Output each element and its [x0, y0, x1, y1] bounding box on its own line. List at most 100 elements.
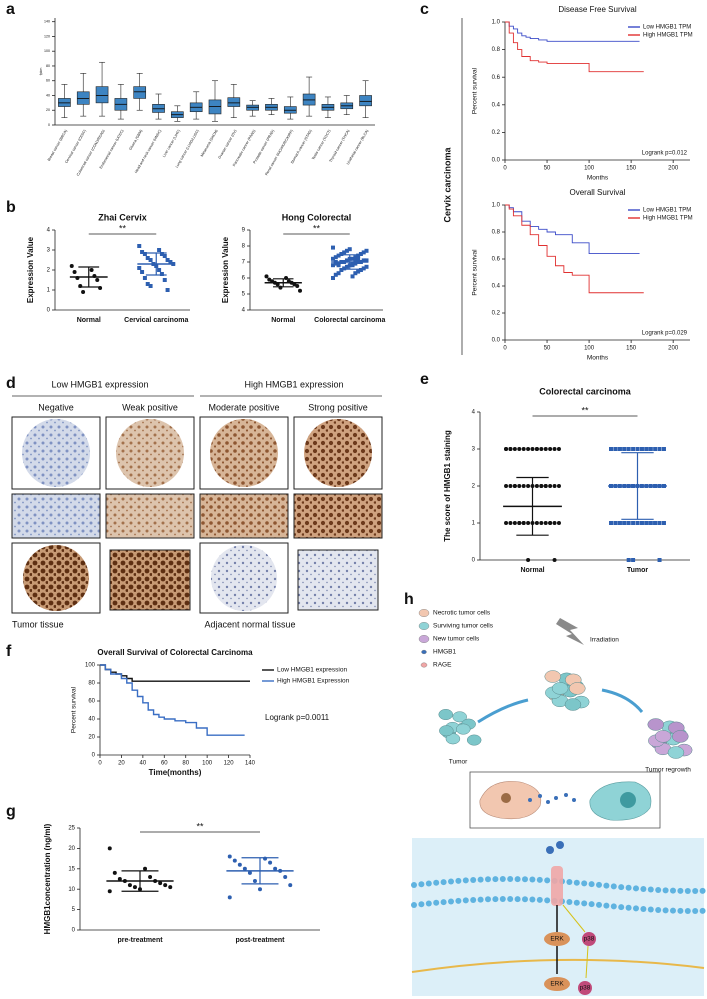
survival-curve — [505, 204, 644, 294]
lipid-head — [499, 876, 506, 883]
significance-label: ** — [119, 223, 127, 233]
lipid-head — [499, 896, 506, 903]
lipid-head — [425, 880, 432, 887]
grade-label: Weak positive — [122, 402, 178, 412]
data-point — [339, 252, 344, 256]
lipid-head — [581, 900, 588, 907]
lipid-head — [618, 904, 625, 911]
data-point — [143, 866, 148, 871]
y-tick-label: 0 — [48, 123, 50, 127]
data-point — [298, 288, 303, 293]
survival-curve — [505, 21, 644, 73]
lipid-head — [440, 899, 447, 906]
y-tick-label: 100 — [44, 49, 50, 53]
data-point — [158, 881, 163, 886]
data-point — [356, 256, 361, 261]
lipid-head — [492, 876, 499, 883]
x-tick-label: 120 — [224, 761, 235, 767]
cell — [544, 670, 561, 683]
lipid-head — [507, 876, 514, 883]
data-point — [264, 274, 269, 279]
data-point — [163, 883, 168, 888]
y-axis-label: Percent survival — [71, 686, 78, 733]
cell — [439, 725, 454, 737]
y-axis-label: fpkm — [39, 68, 43, 76]
x-tick-label: 150 — [626, 166, 637, 172]
data-point — [364, 248, 369, 253]
cell — [672, 730, 689, 743]
data-point — [333, 272, 338, 277]
lipid-head — [462, 897, 469, 904]
chart-title: Hong Colorectal — [282, 212, 352, 222]
x-tick-label: Cervical cancer (CESC) — [64, 129, 87, 164]
data-point — [159, 252, 164, 256]
y-tick-label: 0 — [472, 558, 476, 564]
significance-label: ** — [581, 405, 589, 415]
y-tick-label: 40 — [46, 93, 50, 97]
hmgb1 — [554, 796, 558, 800]
grade-label: Strong positive — [308, 402, 368, 412]
irradiation-label: Irradiation — [590, 637, 619, 644]
data-point — [145, 256, 150, 260]
y-tick-label: 3 — [472, 447, 476, 453]
data-point — [252, 879, 257, 884]
lipid-head — [588, 881, 595, 888]
y-tick-label: 0 — [92, 753, 96, 759]
lipid-head — [573, 899, 580, 906]
y-tick-label: 2 — [47, 268, 51, 274]
legend-icon — [418, 609, 430, 617]
data-point — [330, 276, 335, 280]
survival-curve — [505, 21, 640, 42]
legend-label: Necrotic tumor cells — [433, 610, 491, 617]
survival-curve — [505, 204, 640, 255]
hmgb1 — [528, 798, 532, 802]
x-tick-label: 80 — [182, 761, 189, 767]
lipid-head — [536, 896, 543, 903]
x-tick-label: 50 — [544, 166, 551, 172]
flow-arrow — [601, 688, 644, 713]
data-point — [283, 874, 288, 879]
data-point — [635, 447, 640, 451]
data-point — [227, 895, 232, 900]
lipid-head — [633, 905, 639, 912]
y-tick-label: 0.8 — [492, 230, 501, 236]
data-point — [639, 521, 644, 525]
data-point — [661, 447, 666, 451]
x-axis-label: Months — [587, 175, 609, 182]
data-point — [657, 521, 662, 525]
lipid-head — [684, 907, 691, 914]
lightning — [556, 618, 584, 645]
cell — [654, 730, 672, 743]
lipid-head — [418, 901, 425, 908]
lipid-head — [448, 898, 454, 905]
data-point — [556, 521, 561, 525]
data-point — [526, 484, 531, 488]
x-tick-label: Breast cancer (BRCA) — [47, 129, 68, 162]
data-point — [543, 447, 548, 451]
data-point — [165, 288, 170, 292]
data-point — [268, 860, 273, 865]
hmgb1 — [556, 841, 564, 849]
panel-label: f — [6, 643, 12, 660]
lipid-head — [655, 886, 662, 893]
y-tick-label: 0 — [72, 928, 76, 934]
lipid-head — [522, 896, 528, 903]
hmgb1 — [546, 846, 554, 854]
y-axis-label: The score of HMGB1 staining — [443, 430, 452, 542]
cell — [452, 711, 467, 723]
y-axis-label: Expression Value — [26, 236, 35, 303]
data-point — [330, 263, 335, 268]
lipid-head — [603, 882, 610, 889]
lipid-head — [433, 899, 440, 906]
data-point — [145, 282, 150, 286]
y-tick-label: 100 — [85, 663, 96, 669]
nuclear-membrane — [411, 958, 705, 973]
x-tick-label: 150 — [626, 346, 637, 352]
stage-label: Tumor — [449, 759, 468, 766]
data-point — [148, 258, 153, 262]
data-point — [344, 258, 349, 263]
data-point — [72, 270, 77, 274]
data-point — [237, 862, 242, 867]
y-tick-label: 60 — [46, 79, 50, 83]
y-tick-label: 20 — [46, 108, 50, 112]
